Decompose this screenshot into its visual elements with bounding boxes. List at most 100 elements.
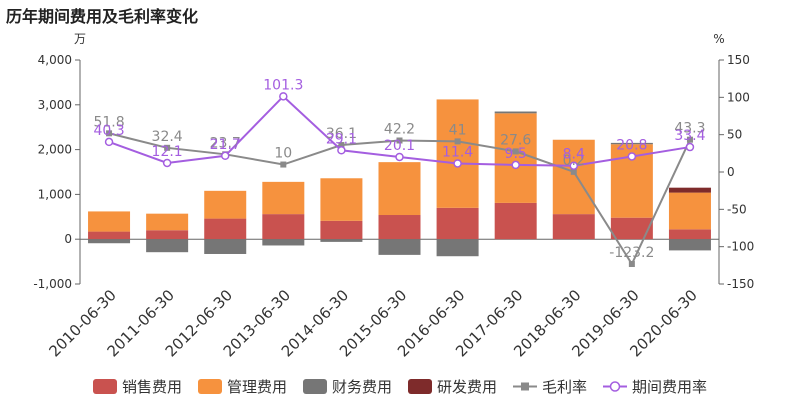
bar — [146, 213, 189, 231]
expense-rate-point — [279, 92, 288, 101]
left-tick-label: 1,000 — [38, 187, 72, 201]
bar — [494, 111, 537, 114]
expense-rate-line-icon — [603, 381, 628, 392]
expense-rate-value-label: 33.4 — [674, 128, 705, 144]
right-tick-label: 100 — [727, 90, 750, 104]
legend-item-finance[interactable]: 财务费用 — [302, 376, 392, 397]
bar — [88, 231, 131, 240]
bar — [668, 187, 711, 193]
right-tick-label: 150 — [727, 53, 750, 67]
bars-layer — [88, 99, 711, 257]
expense-rate-point — [220, 151, 230, 161]
legend-label-gross-margin: 毛利率 — [542, 378, 588, 396]
gross-margin-point — [338, 142, 345, 149]
legend-label-expense-rate: 期间费用率 — [632, 378, 708, 396]
gross-margin-value-label: 27.6 — [500, 132, 531, 148]
bar — [436, 99, 479, 208]
bar — [262, 239, 305, 246]
bar — [610, 142, 653, 145]
gross-margin-value-label: 51.8 — [93, 114, 124, 130]
gross-margin-point — [280, 161, 287, 168]
bar — [552, 214, 595, 240]
expense-rate-point — [685, 142, 695, 152]
expense-rate-point — [453, 159, 462, 168]
gross-margin-point — [454, 138, 461, 145]
bar — [494, 202, 537, 240]
gross-margin-value-label: 43.3 — [674, 121, 705, 137]
right-tick-label: -100 — [727, 240, 754, 254]
bar — [378, 215, 421, 240]
data-labels-layer: 51.8 32.4 23.7 10 36.1 42.2 41 27.6 0.2 -123.2 43.… — [93, 77, 705, 261]
gross-margin-value-label: 42.2 — [384, 121, 415, 137]
right-axis-unit: % — [713, 32, 724, 46]
expense-rate-value-label: 9.5 — [505, 146, 527, 162]
right-tick-label: -50 — [727, 202, 747, 216]
legend-label-finance: 财务费用 — [331, 378, 392, 396]
gross-margin-point — [570, 168, 577, 175]
expense-rate-point — [511, 160, 520, 170]
legend-item-rnd[interactable]: 研发费用 — [408, 376, 497, 397]
legend-item-expense-rate[interactable]: 期间费用率 — [603, 376, 707, 397]
bar — [668, 229, 711, 240]
bar — [668, 239, 711, 251]
gross-margin-value-label: 36.1 — [326, 126, 357, 142]
legend-swatch-rnd — [408, 379, 432, 394]
lines-layer — [104, 92, 695, 267]
right-tick-label: 50 — [727, 128, 742, 142]
gross-margin-point — [686, 136, 693, 143]
right-tick-label: 0 — [727, 165, 735, 179]
legend-item-sales[interactable]: 销售费用 — [92, 376, 182, 397]
bar — [552, 139, 595, 215]
legend-swatch-sales — [92, 379, 117, 394]
expense-rate-value-label: 8.4 — [563, 147, 585, 163]
left-tick-label: -1,000 — [33, 277, 72, 291]
gross-margin-value-label: 23.7 — [210, 135, 241, 151]
expense-rate-value-label: 20.1 — [384, 138, 415, 154]
bar — [88, 211, 131, 232]
left-tick-label: 0 — [64, 232, 72, 246]
legend-item-gross-margin[interactable]: 毛利率 — [513, 376, 587, 397]
legend: 销售费用 管理费用 财务费用 研发费用 毛利率 期间费用率 — [0, 376, 800, 397]
expense-rate-point — [337, 146, 346, 155]
expense-rate-value-label: 21.7 — [210, 137, 241, 153]
gross-margin-point — [164, 144, 171, 151]
bar — [262, 181, 305, 215]
bar — [262, 214, 305, 240]
gross-margin-value-label: 41 — [449, 122, 467, 138]
left-tick-label: 4,000 — [38, 53, 72, 67]
legend-swatch-finance — [302, 379, 327, 394]
bar — [146, 230, 189, 240]
legend-swatch-admin — [197, 379, 222, 394]
left-tick-label: 3,000 — [38, 98, 72, 112]
expense-rate-point — [395, 152, 404, 162]
chart-title: 历年期间费用及毛利率变化 — [6, 7, 199, 26]
legend-label-rnd: 研发费用 — [437, 378, 498, 396]
expense-rate-value-label: 20.8 — [616, 137, 647, 153]
gross-margin-value-label: -123.2 — [609, 245, 654, 261]
expense-rate-point — [162, 158, 172, 168]
bar — [204, 239, 247, 254]
bar — [668, 192, 711, 230]
expense-rate-point — [569, 161, 579, 170]
bar — [146, 239, 189, 253]
bar — [436, 207, 479, 240]
bar — [88, 239, 131, 244]
gross-margin-line-icon — [513, 382, 538, 391]
bar — [436, 239, 479, 257]
bar — [204, 190, 247, 219]
bar — [378, 239, 421, 255]
bar — [320, 239, 363, 242]
legend-label-admin: 管理费用 — [226, 378, 287, 396]
bar — [204, 218, 247, 240]
bar — [610, 217, 653, 240]
left-axis-unit: 万 — [74, 32, 86, 46]
gross-margin-value-label: 0.2 — [563, 153, 585, 169]
gross-margin-value-label: 32.4 — [152, 129, 183, 145]
right-tick-label: -150 — [727, 277, 754, 291]
expense-rate-value-label: 12.1 — [152, 144, 183, 160]
gross-margin-point — [512, 148, 519, 155]
expense-rate-point — [104, 137, 114, 147]
legend-item-admin[interactable]: 管理费用 — [197, 376, 287, 397]
bar — [320, 178, 363, 221]
